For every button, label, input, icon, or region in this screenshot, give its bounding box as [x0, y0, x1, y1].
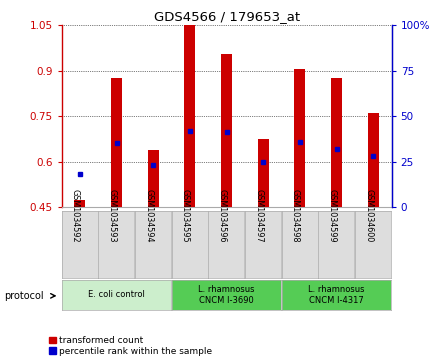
Bar [331, 78, 342, 207]
Text: GSM1034594: GSM1034594 [144, 189, 153, 242]
Text: L. rhamnosus
CNCM I-4317: L. rhamnosus CNCM I-4317 [308, 285, 365, 305]
Text: GSM1034597: GSM1034597 [254, 189, 263, 243]
Bar [74, 200, 85, 207]
Text: GSM1034592: GSM1034592 [71, 189, 80, 243]
Bar [184, 25, 195, 207]
Bar [294, 69, 305, 207]
Legend: transformed count, percentile rank within the sample: transformed count, percentile rank withi… [48, 335, 213, 357]
Bar [368, 113, 379, 207]
Text: GSM1034593: GSM1034593 [107, 189, 116, 242]
Text: protocol: protocol [4, 291, 44, 301]
Text: GSM1034598: GSM1034598 [291, 189, 300, 242]
Bar [111, 78, 122, 207]
Text: GSM1034599: GSM1034599 [327, 189, 337, 243]
Bar [221, 54, 232, 207]
Text: GSM1034600: GSM1034600 [364, 189, 373, 242]
Bar [148, 150, 159, 207]
Text: L. rhamnosus
CNCM I-3690: L. rhamnosus CNCM I-3690 [198, 285, 255, 305]
Title: GDS4566 / 179653_at: GDS4566 / 179653_at [154, 10, 300, 23]
Text: GSM1034595: GSM1034595 [181, 189, 190, 243]
Text: E. coli control: E. coli control [88, 290, 145, 299]
Bar [258, 139, 269, 207]
Text: GSM1034596: GSM1034596 [217, 189, 227, 242]
